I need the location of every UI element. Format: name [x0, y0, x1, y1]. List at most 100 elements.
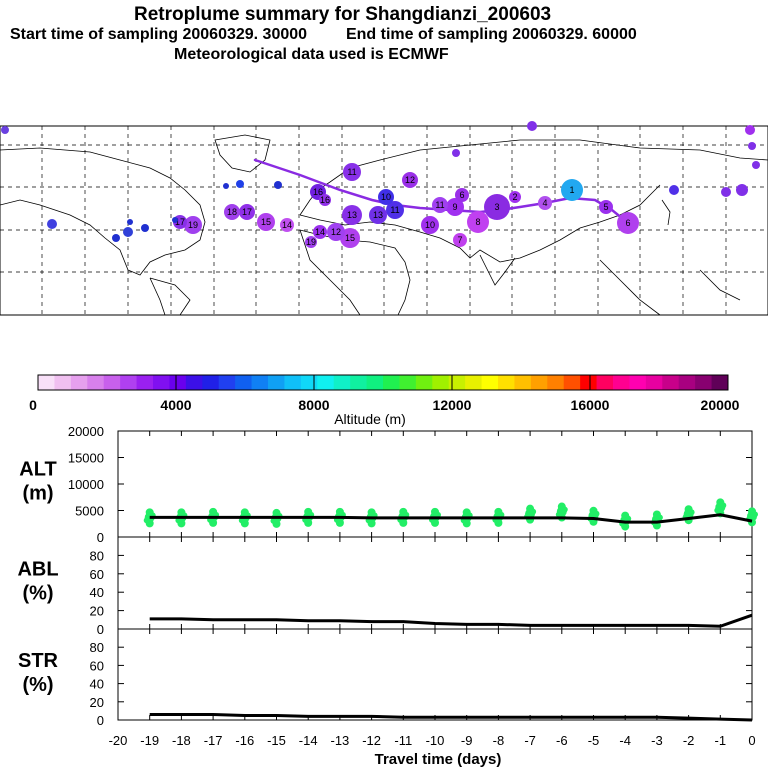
colorbar-swatch: [169, 375, 187, 390]
x-tick-label: -16: [235, 733, 254, 748]
colorbar-swatch: [366, 375, 384, 390]
plume-label: 19: [306, 237, 316, 247]
plume-label: 3: [494, 202, 499, 212]
plume-label: 18: [227, 207, 237, 217]
x-tick-label: -7: [524, 733, 536, 748]
plume-marker: [561, 179, 583, 201]
y-tick-label: 0: [97, 622, 104, 637]
alt-scatter-point: [403, 511, 410, 518]
panel-frame: [117, 536, 753, 630]
colorbar-swatch: [54, 375, 72, 390]
x-tick-label: -9: [461, 733, 473, 748]
x-tick-label: -17: [204, 733, 223, 748]
plume-label: 13: [347, 210, 357, 220]
colorbar-swatch: [399, 375, 417, 390]
x-tick-label: -18: [172, 733, 191, 748]
plume-dot: [127, 219, 133, 225]
colorbar-tick-label: 4000: [160, 397, 191, 413]
plume-marker: [386, 201, 404, 219]
plume-marker: [280, 218, 294, 232]
plume-dot: [745, 125, 755, 135]
colorbar-swatch: [284, 375, 302, 390]
y-tick-label: 60: [90, 567, 104, 582]
colorbar-swatch: [465, 375, 483, 390]
colorbar-swatch: [103, 375, 121, 390]
plume-label: 10: [381, 192, 391, 202]
plume-marker: [369, 206, 387, 224]
colorbar-swatch: [645, 375, 663, 390]
plume-dot: [236, 180, 244, 188]
altitude-colorbar: 0 4000 8000 12000 16000 20000 Altitude (m): [29, 374, 740, 427]
plume-marker: [402, 172, 418, 188]
colorbar-swatch: [695, 375, 713, 390]
colorbar-tick-label: 12000: [433, 397, 472, 413]
plume-label: 16: [313, 187, 323, 197]
y-tick-label: 20000: [68, 424, 104, 439]
alt-scatter-point: [435, 511, 441, 518]
plume-marker: [617, 212, 639, 234]
y-axis-label: STR: [18, 650, 59, 672]
colorbar-swatch: [547, 375, 565, 390]
plume-marker: [184, 216, 202, 234]
alt-scatter-point: [752, 511, 758, 518]
y-tick-label: 10000: [68, 477, 104, 492]
colorbar-swatch: [629, 375, 647, 390]
colorbar-swatch: [711, 375, 729, 390]
plume-marker: [313, 225, 327, 239]
colorbar-swatch: [268, 375, 285, 390]
colorbar-swatch: [251, 375, 269, 390]
plume-markers: 138 6549101112111313151214111614151718191…: [1, 121, 760, 248]
plume-label: 11: [347, 167, 356, 177]
plume-marker: [239, 204, 255, 220]
x-axis-label: Travel time (days): [375, 751, 502, 768]
plume-label: 2: [512, 192, 517, 202]
y-tick-label: 0: [97, 713, 104, 728]
chart-title: Retroplume summary for Shangdianzi_20060…: [134, 4, 552, 25]
plume-marker: [599, 200, 613, 214]
y-axis-label: ALT: [19, 459, 56, 481]
colorbar-swatch: [530, 375, 548, 390]
colorbar-swatch: [596, 375, 614, 390]
coastlines: [0, 134, 768, 316]
x-tick-label: -11: [394, 733, 412, 748]
series-line-str: [149, 713, 753, 722]
plume-dot: [141, 224, 149, 232]
plume-marker: [455, 188, 469, 202]
colorbar-swatch: [678, 375, 696, 390]
alt-scatter-point: [714, 507, 721, 514]
colorbar-swatch: [350, 375, 368, 390]
colorbar-swatch: [662, 375, 680, 390]
colorbar-swatch: [514, 375, 532, 390]
plume-label: 7: [457, 235, 462, 245]
plume-marker: [484, 194, 510, 220]
colorbar-swatch: [448, 375, 466, 390]
series-line-alt: [149, 513, 753, 524]
colorbar-tick-label: 16000: [571, 397, 610, 413]
colorbar-swatch: [383, 375, 400, 390]
colorbar-swatches: [38, 375, 729, 390]
series-line-abl: [149, 613, 753, 628]
y-axis-unit: (%): [22, 674, 53, 696]
alt-scatter-point: [593, 510, 600, 517]
x-tick-label: 0: [748, 733, 755, 748]
colorbar-swatch: [136, 375, 154, 390]
colorbar-swatch: [481, 375, 499, 390]
plume-label: 9: [452, 202, 457, 212]
y-tick-label: 80: [90, 548, 104, 563]
plume-label: 13: [373, 210, 383, 220]
plume-marker: [432, 197, 448, 213]
plume-label: 4: [542, 198, 547, 208]
colorbar-tick-label: 20000: [701, 397, 740, 413]
colorbar-swatch: [153, 375, 170, 390]
alt-scatter-point: [270, 517, 277, 524]
x-tick-label: -2: [683, 733, 695, 748]
colorbar-swatch: [498, 375, 515, 390]
plume-marker: [340, 228, 360, 248]
plume-label: 5: [603, 202, 608, 212]
alt-scatter-point: [688, 509, 695, 516]
alt-scatter-point: [530, 508, 537, 515]
colorbar-swatch: [580, 375, 598, 390]
plume-dot: [736, 184, 748, 196]
alt-scatter-point: [656, 514, 663, 521]
plume-marker: [467, 211, 489, 233]
